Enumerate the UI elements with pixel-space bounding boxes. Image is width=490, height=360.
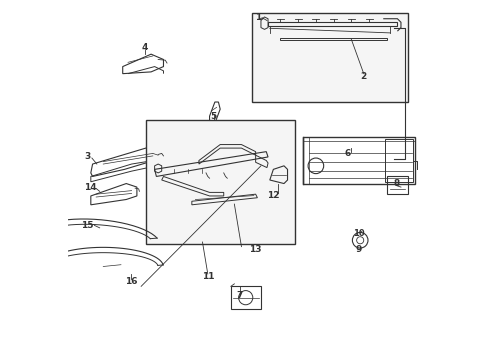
Text: 13: 13 [248,244,261,253]
Text: 9: 9 [355,244,362,253]
Text: 14: 14 [84,183,97,192]
Text: 5: 5 [210,112,216,121]
Text: 2: 2 [361,72,367,81]
Text: 7: 7 [237,291,243,300]
Bar [146,120,294,244]
Bar [252,13,408,102]
Text: 4: 4 [142,42,148,51]
Text: 6: 6 [344,149,351,158]
Text: 12: 12 [267,192,280,201]
Text: 15: 15 [81,221,94,230]
Text: 16: 16 [124,276,137,285]
Text: 11: 11 [201,272,214,281]
Text: 3: 3 [84,152,90,161]
Text: 10: 10 [353,229,364,238]
Text: 8: 8 [393,179,400,188]
Text: 1: 1 [255,13,261,22]
